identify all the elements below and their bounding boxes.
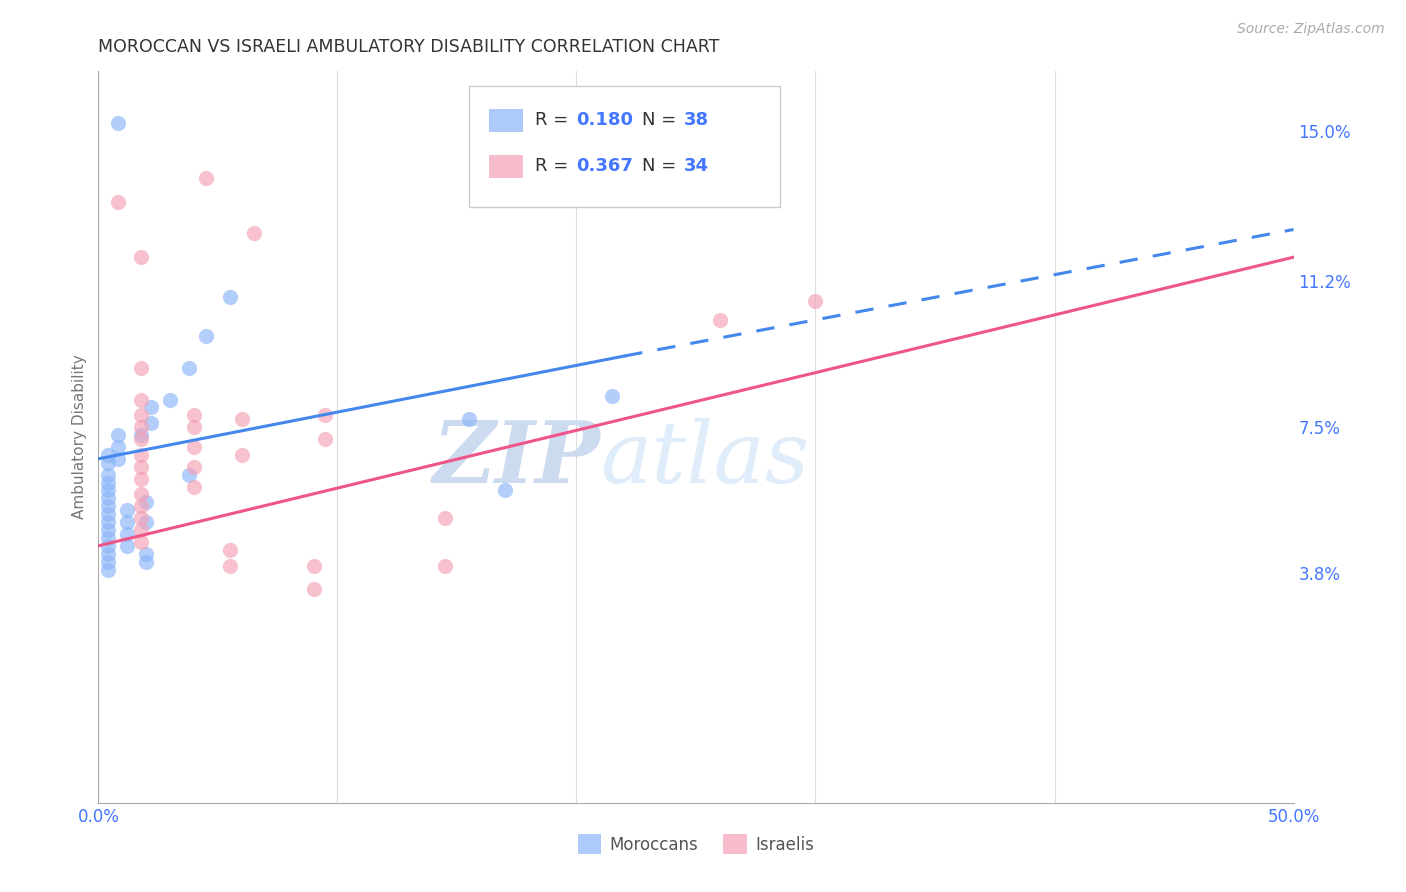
- Point: [231, 412, 253, 426]
- Point: [183, 440, 205, 454]
- Text: N =: N =: [643, 112, 682, 129]
- Point: [97, 448, 120, 462]
- Point: [97, 523, 120, 537]
- Point: [302, 558, 325, 573]
- Point: [195, 329, 218, 343]
- Point: [183, 409, 205, 423]
- Text: Source: ZipAtlas.com: Source: ZipAtlas.com: [1237, 22, 1385, 37]
- Point: [183, 420, 205, 434]
- Point: [243, 227, 266, 241]
- Text: MOROCCAN VS ISRAELI AMBULATORY DISABILITY CORRELATION CHART: MOROCCAN VS ISRAELI AMBULATORY DISABILIT…: [98, 38, 720, 56]
- Point: [434, 511, 457, 525]
- Point: [107, 451, 129, 466]
- Point: [97, 539, 120, 553]
- Point: [131, 534, 153, 549]
- Point: [131, 511, 153, 525]
- Point: [97, 515, 120, 529]
- Text: 0.367: 0.367: [576, 158, 633, 176]
- Point: [219, 290, 242, 304]
- Point: [183, 479, 205, 493]
- Point: [115, 527, 138, 541]
- Point: [107, 194, 129, 209]
- Text: atlas: atlas: [600, 417, 810, 500]
- Point: [179, 360, 201, 375]
- Point: [97, 507, 120, 521]
- Point: [602, 388, 624, 402]
- Point: [131, 392, 153, 407]
- Point: [494, 483, 516, 498]
- Point: [131, 448, 153, 462]
- Point: [131, 472, 153, 486]
- Point: [135, 495, 157, 509]
- Point: [315, 409, 337, 423]
- Point: [97, 467, 120, 482]
- Point: [302, 582, 325, 597]
- Point: [709, 313, 731, 327]
- Point: [135, 515, 157, 529]
- Bar: [489, 109, 523, 132]
- Point: [159, 392, 181, 407]
- Point: [219, 558, 242, 573]
- Point: [231, 448, 253, 462]
- Text: N =: N =: [643, 158, 682, 176]
- Point: [131, 360, 153, 375]
- Text: R =: R =: [534, 158, 574, 176]
- Point: [107, 428, 129, 442]
- Bar: [489, 154, 523, 178]
- Point: [131, 487, 153, 501]
- Point: [97, 562, 120, 576]
- Point: [131, 432, 153, 446]
- Text: 34: 34: [685, 158, 709, 176]
- Text: 0.180: 0.180: [576, 112, 634, 129]
- Legend: Moroccans, Israelis: Moroccans, Israelis: [571, 828, 821, 860]
- Point: [315, 432, 337, 446]
- Point: [131, 459, 153, 474]
- Point: [131, 523, 153, 537]
- Point: [131, 428, 153, 442]
- Point: [139, 416, 162, 430]
- Point: [434, 558, 457, 573]
- Point: [97, 531, 120, 545]
- Point: [97, 491, 120, 506]
- Point: [131, 500, 153, 514]
- Point: [804, 293, 827, 308]
- Point: [97, 456, 120, 470]
- Text: 38: 38: [685, 112, 709, 129]
- Point: [97, 483, 120, 498]
- Y-axis label: Ambulatory Disability: Ambulatory Disability: [72, 355, 87, 519]
- Point: [139, 401, 162, 415]
- Point: [135, 555, 157, 569]
- Point: [219, 542, 242, 557]
- Point: [107, 116, 129, 130]
- Point: [115, 539, 138, 553]
- Point: [115, 503, 138, 517]
- Point: [115, 515, 138, 529]
- Point: [183, 459, 205, 474]
- Point: [195, 171, 218, 186]
- Point: [97, 547, 120, 561]
- Point: [458, 412, 481, 426]
- FancyBboxPatch shape: [470, 86, 780, 207]
- Point: [97, 475, 120, 490]
- Text: ZIP: ZIP: [433, 417, 600, 500]
- Point: [131, 420, 153, 434]
- Point: [131, 250, 153, 264]
- Point: [179, 467, 201, 482]
- Point: [131, 409, 153, 423]
- Point: [97, 500, 120, 514]
- Point: [135, 547, 157, 561]
- Point: [97, 555, 120, 569]
- Text: R =: R =: [534, 112, 574, 129]
- Point: [107, 440, 129, 454]
